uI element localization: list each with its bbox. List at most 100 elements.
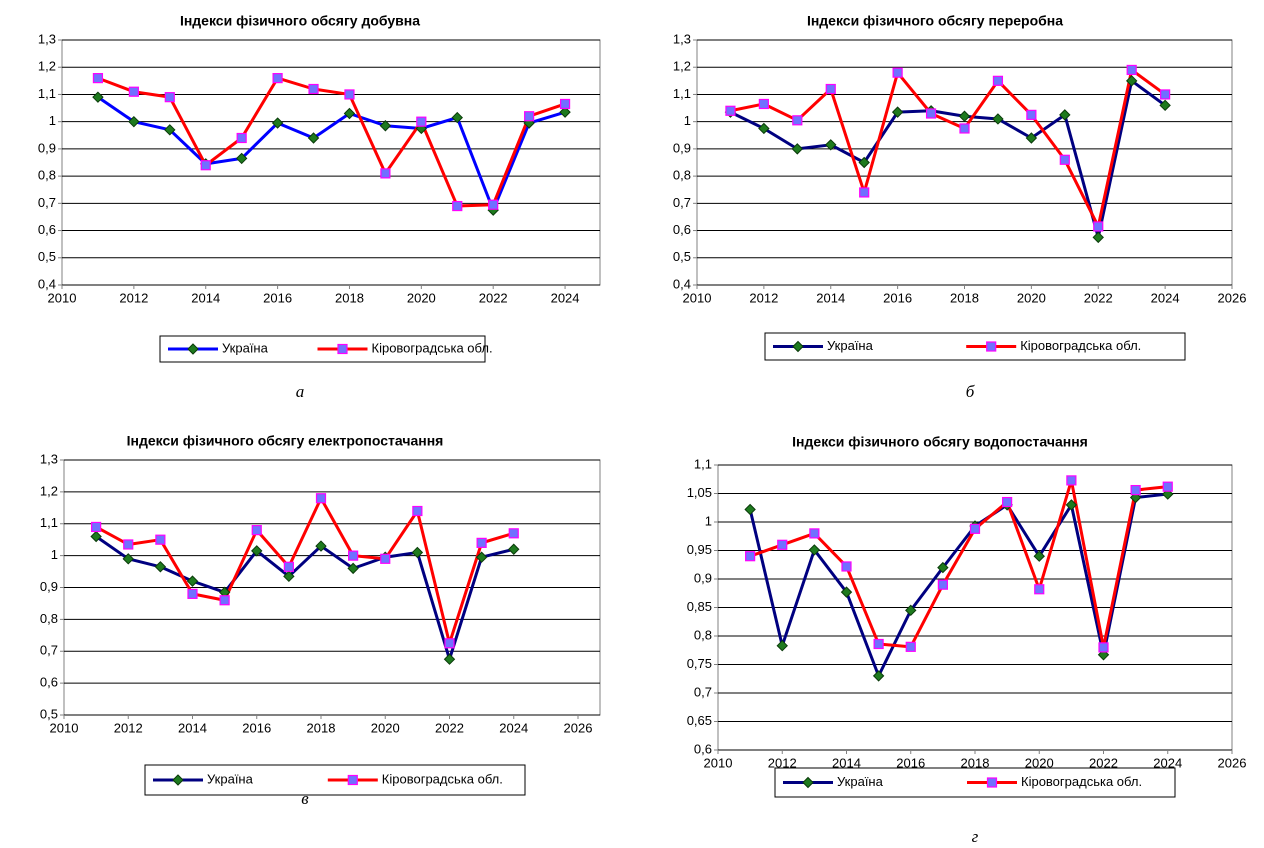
legend-label: Кіровоградська обл. (1021, 774, 1142, 789)
y-tick-label: 1,1 (673, 86, 691, 101)
data-point (315, 540, 327, 552)
chart: Індекси фізичного обсягу електропостачан… (40, 433, 601, 808)
data-point (725, 105, 736, 116)
caption: б (966, 382, 975, 401)
legend-label: Україна (837, 774, 884, 789)
data-point (792, 115, 803, 126)
data-point (825, 83, 836, 95)
data-point (122, 553, 134, 565)
data-point (380, 553, 391, 564)
caption: в (301, 789, 309, 808)
data-point (344, 89, 355, 100)
data-point (892, 67, 903, 78)
data-point (251, 525, 262, 536)
y-tick-label: 1,1 (38, 86, 56, 101)
x-tick-label: 2014 (816, 290, 845, 305)
data-point (1092, 231, 1104, 244)
legend-label: Кіровоградська обл. (1020, 338, 1141, 353)
data-point (1066, 475, 1077, 486)
data-point (1098, 642, 1109, 653)
legend-marker (986, 777, 998, 788)
data-point (1093, 221, 1104, 232)
data-point (825, 139, 837, 151)
data-point (128, 115, 140, 128)
data-point (841, 561, 852, 572)
data-point (758, 122, 770, 135)
data-point (1065, 499, 1078, 511)
y-tick-label: 0,7 (40, 643, 58, 658)
legend-label: Кіровоградська обл. (382, 771, 503, 786)
x-tick-label: 2014 (178, 720, 207, 735)
data-point (776, 639, 788, 652)
x-tick-label: 2024 (551, 290, 580, 305)
data-point (524, 111, 535, 122)
plot-area (61, 39, 601, 286)
x-tick-label: 2022 (1089, 755, 1118, 770)
y-tick-label: 0,65 (687, 713, 712, 728)
y-tick-label: 0,6 (40, 675, 58, 690)
y-tick-label: 0,8 (694, 627, 712, 642)
data-point (283, 561, 294, 572)
y-tick-label: 1,3 (40, 451, 58, 466)
data-point (959, 123, 970, 134)
data-point (348, 550, 359, 561)
data-point (451, 111, 463, 124)
data-point (186, 575, 199, 587)
data-point (1126, 64, 1137, 76)
y-tick-label: 1,2 (38, 59, 56, 74)
data-point (873, 638, 884, 650)
series-line (748, 492, 1168, 678)
data-point (859, 187, 870, 198)
data-point (1034, 584, 1045, 595)
x-tick-label: 2022 (1084, 290, 1113, 305)
data-point (236, 132, 247, 144)
x-tick-label: 2020 (371, 720, 400, 735)
data-point (937, 579, 948, 590)
data-point (992, 75, 1004, 86)
x-tick-label: 2020 (1017, 290, 1046, 305)
data-point (744, 503, 756, 516)
plot-area (696, 39, 1233, 286)
data-point (840, 586, 853, 598)
legend-label: Україна (222, 340, 269, 355)
x-tick-label: 2016 (242, 720, 271, 735)
data-point (808, 544, 821, 556)
data-point (92, 91, 104, 103)
x-tick-label: 2020 (407, 290, 436, 305)
y-tick-label: 0,7 (38, 195, 56, 210)
y-tick-label: 0,4 (673, 276, 691, 291)
data-point (1130, 484, 1141, 496)
legend-marker (187, 343, 199, 355)
caption: г (972, 827, 979, 846)
data-point (444, 638, 455, 649)
data-point (1125, 75, 1138, 87)
y-tick-label: 1 (51, 547, 58, 562)
data-point (508, 528, 519, 539)
x-tick-label: 2012 (768, 755, 797, 770)
data-point (905, 604, 917, 617)
y-tick-label: 1,05 (687, 485, 712, 500)
legend-marker (172, 774, 184, 786)
chart-title: Індекси фізичного обсягу водопостачання (792, 434, 1088, 450)
data-point (91, 521, 102, 533)
data-point (969, 523, 981, 534)
data-point (187, 588, 198, 599)
series-line (730, 68, 1167, 228)
data-point (123, 539, 134, 550)
y-tick-label: 1 (49, 113, 56, 128)
data-point (271, 117, 284, 129)
series-line (97, 76, 566, 208)
data-point (1059, 154, 1070, 165)
y-tick-label: 0,8 (40, 611, 58, 626)
x-tick-label: 2010 (704, 755, 733, 770)
chart-title: Індекси фізичного обсягу переробна (807, 13, 1063, 29)
series-line (95, 535, 515, 661)
x-tick-label: 2024 (1153, 755, 1182, 770)
legend-marker (792, 340, 804, 353)
data-point (872, 670, 885, 682)
data-point (452, 200, 463, 212)
y-tick-label: 0,8 (673, 168, 691, 183)
y-tick-label: 0,6 (38, 222, 56, 237)
caption: а (296, 382, 305, 401)
series-line (749, 478, 1168, 649)
